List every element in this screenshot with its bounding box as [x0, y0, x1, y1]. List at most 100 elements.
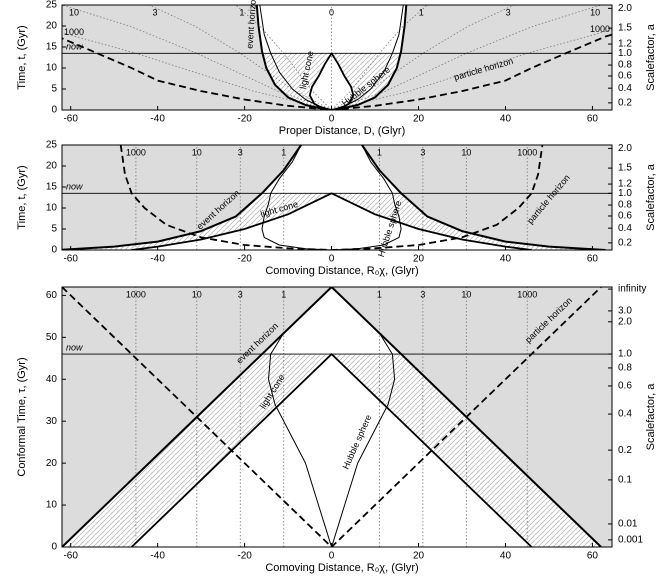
y2-axis-label: Scalefactor, a: [645, 23, 657, 91]
curve: [119, 145, 544, 250]
redshift-label: 1000: [64, 27, 84, 37]
redshift-curve: [62, 32, 332, 110]
x-tick-label: 60: [587, 254, 599, 265]
y2-tick-label: 0.4: [618, 409, 632, 420]
y2-tick-label: 2.0: [618, 143, 632, 154]
plot-frame: [61, 144, 613, 251]
redshift-curve: [148, 5, 332, 110]
redshift-label: 3: [152, 7, 157, 17]
y2-tick-label: 2.0: [618, 3, 632, 14]
light-cone-region: [131, 193, 532, 250]
x-tick-label: -40: [150, 254, 165, 265]
y2-tick-label: 1.2: [618, 39, 632, 50]
redshift-label: 1000: [517, 289, 537, 299]
plot-area: [62, 5, 612, 110]
y2-tick-label: 1.2: [618, 179, 632, 190]
redshift-label: 3: [238, 147, 243, 157]
curve: [62, 287, 602, 547]
redshift-label: 1000: [126, 147, 146, 157]
redshift-curve: [235, 5, 332, 110]
y2-tick-label: 1.0: [618, 349, 632, 360]
redshift-label: 1: [419, 7, 424, 17]
redshift-curve: [331, 29, 612, 110]
x-axis-label: Proper Distance, D, (Glyr): [279, 125, 406, 137]
redshift-label: 10: [192, 289, 202, 299]
y2-tick-label: 1.0: [618, 188, 632, 199]
x-tick-label: -40: [150, 114, 165, 125]
y2-tick-label: 0.2: [618, 445, 632, 456]
redshift-label: 10: [590, 7, 600, 17]
redshift-label: 3: [420, 289, 425, 299]
curve: [130, 353, 533, 547]
y2-tick-label: 0.6: [618, 381, 632, 392]
redshift-label: 10: [461, 289, 471, 299]
y2-tick-label: 0.2: [618, 98, 632, 109]
light-cone-region: [131, 354, 532, 547]
y2-tick-label: infinity: [618, 284, 646, 295]
redshift-label: 3: [238, 289, 243, 299]
x-tick-label: 20: [413, 254, 425, 265]
y-tick-label: 20: [46, 21, 58, 32]
y-tick-label: 25: [46, 0, 58, 11]
y2-tick-label: 2.0: [618, 316, 632, 327]
y2-tick-label: 1.0: [618, 48, 632, 59]
plot-area: [62, 287, 612, 547]
redshift-label: 1000: [126, 289, 146, 299]
x-tick-label: -60: [63, 254, 78, 265]
curve: [259, 5, 404, 110]
y-axis-label: Conformal Time, τ, (Gyr): [16, 357, 28, 476]
now-label: now: [66, 42, 83, 52]
curve: [131, 192, 532, 250]
redshift-label: 1: [377, 289, 382, 299]
curve: [255, 5, 408, 110]
x-tick-label: -20: [237, 254, 252, 265]
y-tick-label: 10: [46, 63, 58, 74]
redshift-curve: [331, 5, 428, 110]
curve: [62, 33, 612, 110]
y2-tick-label: 0.6: [618, 211, 632, 222]
x-tick-label: -40: [150, 551, 165, 562]
y2-tick-label: 0.01: [618, 519, 638, 530]
x-tick-label: 0: [329, 114, 335, 125]
curve: [62, 287, 602, 547]
y-tick-label: 20: [46, 161, 58, 172]
x-tick-label: 20: [413, 551, 425, 562]
curve: [308, 52, 355, 110]
y2-tick-label: 1.5: [618, 163, 632, 174]
y2-tick-label: 1.5: [618, 23, 632, 34]
y-tick-label: 5: [51, 224, 57, 235]
redshift-label: 10: [192, 147, 202, 157]
redshift-label: 1: [377, 147, 382, 157]
y-tick-label: 15: [46, 182, 58, 193]
y2-axis-label: Scalefactor, a: [645, 383, 657, 451]
redshift-label: 3: [506, 7, 511, 17]
y-tick-label: 50: [46, 332, 58, 343]
redshift-label: 0: [329, 7, 334, 17]
redshift-label: 1000: [517, 147, 537, 157]
curve: [268, 287, 396, 547]
now-label: now: [66, 342, 83, 352]
x-tick-label: -60: [63, 114, 78, 125]
y-tick-label: 30: [46, 416, 58, 427]
x-tick-label: -60: [63, 551, 78, 562]
redshift-label: 1: [281, 147, 286, 157]
y2-tick-label: 0.8: [618, 60, 632, 71]
y-tick-label: 10: [46, 203, 58, 214]
x-tick-label: 0: [329, 551, 335, 562]
x-tick-label: 0: [329, 254, 335, 265]
plot-frame: [61, 4, 613, 111]
y-axis-label: Time, t, (Gyr): [16, 165, 28, 229]
x-tick-label: -20: [237, 551, 252, 562]
redshift-curve: [331, 5, 515, 110]
redshift-label: 10: [69, 7, 79, 17]
redshift-label: 1: [281, 289, 286, 299]
y2-tick-label: 0.4: [618, 223, 632, 234]
redshift-label: 1: [239, 7, 244, 17]
y2-tick-label: 0.1: [618, 475, 632, 486]
y-tick-label: 60: [46, 290, 58, 301]
x-tick-label: 60: [587, 551, 599, 562]
